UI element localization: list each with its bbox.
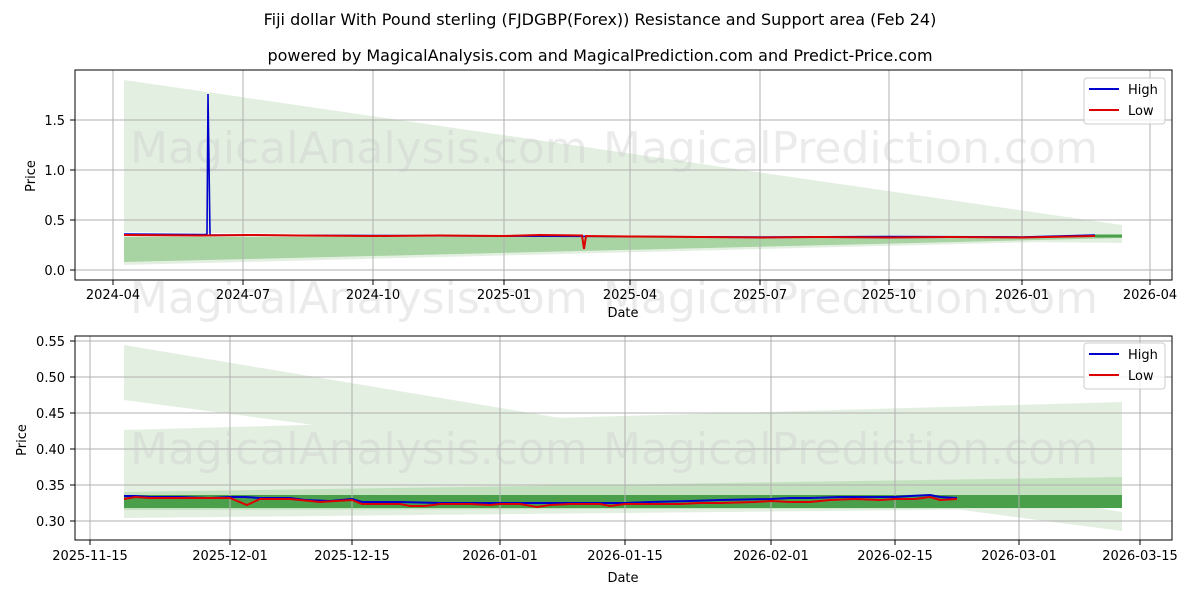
y-tick: 1.5: [44, 114, 65, 129]
watermark-prediction: MagicalPrediction.com: [603, 424, 1098, 475]
bottom-x-ticks: 2025-11-15 2025-12-01 2025-12-15 2026-01…: [52, 540, 1178, 564]
top-y-axis-label: Price: [24, 160, 39, 192]
support-band-dark: [124, 495, 1122, 508]
legend-high-label: High: [1128, 83, 1158, 98]
y-tick: 0.0: [44, 264, 65, 279]
bottom-y-ticks: 0.30 0.35 0.40 0.45 0.50 0.55: [36, 335, 75, 530]
chart-subtitle: powered by MagicalAnalysis.com and Magic…: [267, 46, 933, 65]
watermark-prediction: MagicalPrediction.com: [603, 123, 1098, 174]
x-tick: 2025-01: [477, 288, 531, 303]
x-tick: 2026-03-15: [1102, 549, 1178, 564]
x-tick: 2024-10: [346, 288, 400, 303]
support-band-mid: [124, 236, 1122, 262]
y-tick: 1.0: [44, 164, 65, 179]
y-tick: 0.50: [36, 371, 65, 386]
resistance-band-rising: [124, 402, 1122, 491]
bottom-x-axis-label: Date: [607, 571, 638, 586]
low-line: [123, 495, 958, 509]
top-chart: MagicalAnalysis.com MagicalPrediction.co…: [24, 69, 1177, 324]
bottom-y-axis-label: Price: [15, 424, 30, 456]
bottom-grid: [75, 336, 1172, 540]
watermark-analysis-lower: MagicalAnalysis.com: [130, 273, 588, 324]
low-line: [123, 233, 1096, 250]
y-tick: 0.35: [36, 479, 65, 494]
x-tick: 2025-12-15: [314, 549, 390, 564]
top-axes-frame: [74, 69, 1173, 281]
x-tick: 2025-04: [603, 288, 657, 303]
top-legend: High Low: [1083, 77, 1166, 125]
watermark-analysis: MagicalAnalysis.com: [130, 123, 588, 174]
x-tick: 2025-12-01: [192, 549, 268, 564]
y-tick: 0.55: [36, 335, 65, 350]
y-tick: 0.45: [36, 407, 65, 422]
y-tick: 0.5: [44, 214, 65, 229]
y-tick: 0.30: [36, 515, 65, 530]
x-tick: 2026-01-01: [462, 549, 538, 564]
x-tick: 2026-03-01: [981, 549, 1057, 564]
x-tick: 2026-01: [995, 288, 1049, 303]
x-tick: 2026-04: [1123, 288, 1177, 303]
bottom-chart: MagicalAnalysis.com MagicalPrediction.co…: [15, 335, 1178, 586]
legend-low-label: Low: [1128, 369, 1154, 384]
watermark-analysis: MagicalAnalysis.com: [130, 424, 588, 475]
bottom-axes-frame: [74, 335, 1173, 541]
top-x-axis-label: Date: [607, 306, 638, 321]
legend-low-label: Low: [1128, 104, 1154, 119]
top-x-ticks: 2024-04 2024-07 2024-10 2025-01 2025-04 …: [86, 280, 1177, 303]
top-y-ticks: 0.0 0.5 1.0 1.5: [44, 114, 75, 279]
x-tick: 2025-10: [862, 288, 916, 303]
x-tick: 2025-11-15: [52, 549, 128, 564]
x-tick: 2025-07: [733, 288, 787, 303]
x-tick: 2026-02-15: [857, 549, 933, 564]
watermark-prediction-lower: MagicalPrediction.com: [603, 273, 1098, 324]
x-tick: 2024-04: [86, 288, 140, 303]
legend-high-label: High: [1128, 348, 1158, 363]
x-tick: 2026-02-01: [733, 549, 809, 564]
top-grid: [75, 70, 1172, 280]
y-tick: 0.40: [36, 443, 65, 458]
x-tick: 2026-01-15: [587, 549, 663, 564]
x-tick: 2024-07: [216, 288, 270, 303]
chart-title: Fiji dollar With Pound sterling (FJDGBP(…: [263, 10, 937, 29]
bottom-legend: High Low: [1083, 342, 1166, 390]
